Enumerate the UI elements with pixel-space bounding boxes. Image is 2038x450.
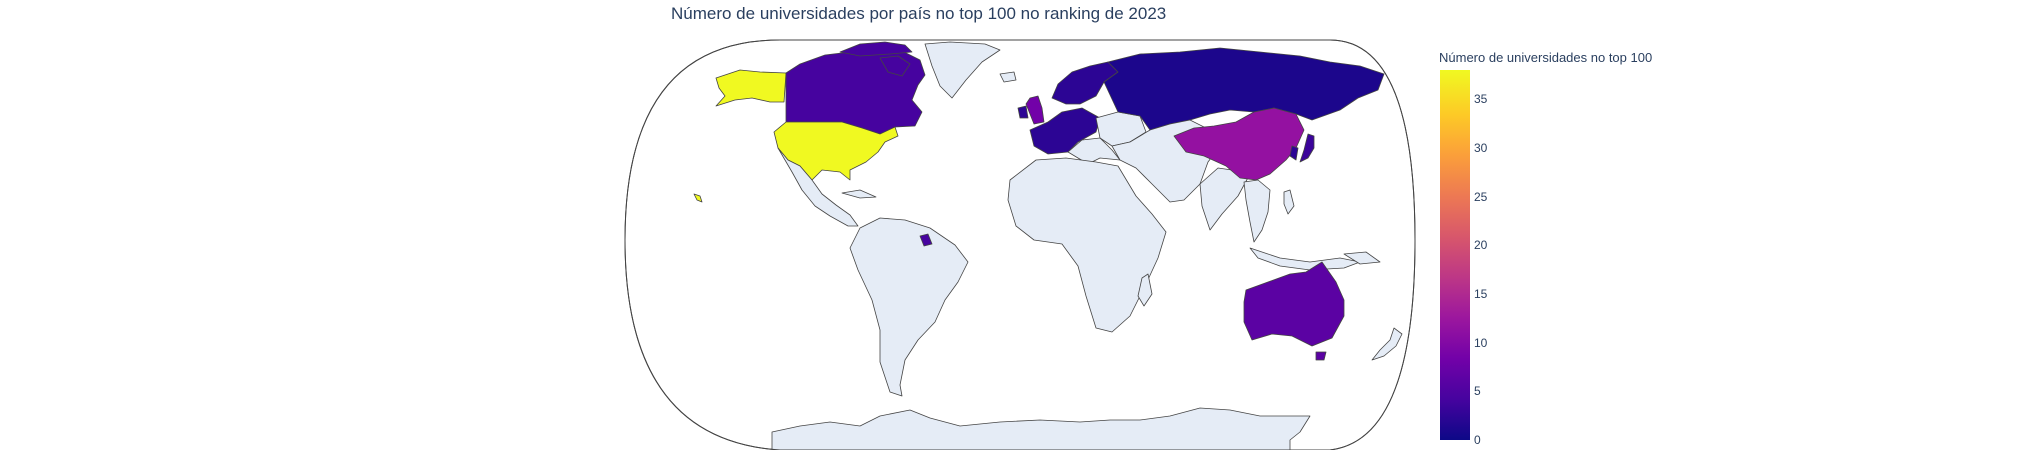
continent-south-america[interactable] <box>849 217 969 397</box>
colorbar-gradient <box>1440 70 1470 440</box>
country-india[interactable] <box>1199 167 1251 231</box>
country-cuba[interactable] <box>841 189 877 199</box>
country-papua-new-guinea[interactable] <box>1343 251 1381 265</box>
country-mexico[interactable] <box>777 147 859 227</box>
country-iceland[interactable] <box>999 71 1017 83</box>
country-united-states-hawaii[interactable] <box>693 193 703 203</box>
country-australia[interactable] <box>1243 261 1345 347</box>
colorbar-tick-label: 5 <box>1474 384 1481 399</box>
colorbar-tick-label: 10 <box>1474 335 1488 350</box>
country-philippines[interactable] <box>1283 189 1295 215</box>
colorbar-tick-label: 20 <box>1474 238 1488 253</box>
country-japan[interactable] <box>1299 133 1315 163</box>
continent-antarctica[interactable] <box>771 407 1311 450</box>
colorbar-tick-label: 30 <box>1474 140 1488 155</box>
colorbar-tick-label: 25 <box>1474 189 1488 204</box>
country-ireland[interactable] <box>1017 105 1029 119</box>
country-south-korea[interactable] <box>1289 145 1299 161</box>
colorbar-title: Número de universidades no top 100 <box>1439 50 1653 65</box>
country-madagascar[interactable] <box>1137 273 1153 307</box>
country-french-guiana[interactable] <box>919 233 933 247</box>
globe-outline-stroke <box>624 39 1416 450</box>
country-united-kingdom[interactable] <box>1025 95 1045 125</box>
colorbar-tick-label: 35 <box>1474 92 1488 107</box>
colorbar-tick-label: 0 <box>1474 433 1481 447</box>
country-united-states-alaska[interactable] <box>715 69 787 107</box>
country-australia-tasmania[interactable] <box>1315 351 1327 361</box>
region-western-europe[interactable] <box>1029 107 1101 155</box>
country-greenland[interactable] <box>924 41 1001 99</box>
country-indonesia[interactable] <box>1249 247 1361 271</box>
map-title: Número de universidades por país no top … <box>671 4 1167 23</box>
country-canada-baffin[interactable] <box>879 55 911 77</box>
country-new-zealand[interactable] <box>1371 327 1403 361</box>
colorbar-tick-label: 15 <box>1474 286 1488 301</box>
country-russia[interactable] <box>1103 47 1385 131</box>
continent-africa[interactable] <box>1007 157 1167 333</box>
country-canada-arctic-islands[interactable] <box>839 41 913 57</box>
region-southeast-asia[interactable] <box>1243 179 1271 243</box>
